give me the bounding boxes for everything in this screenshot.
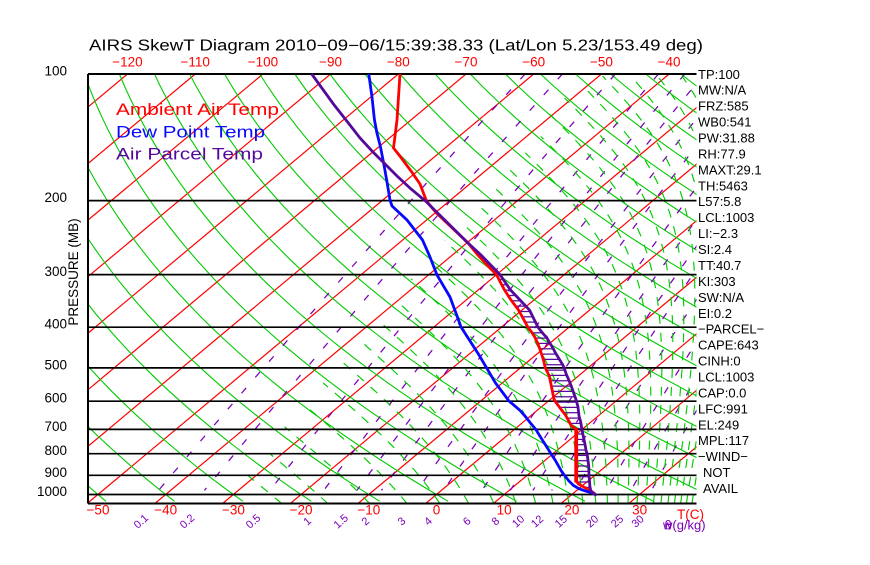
- svg-text:EL:249: EL:249: [698, 417, 739, 432]
- svg-text:−120: −120: [112, 55, 142, 70]
- svg-text:400: 400: [44, 317, 67, 332]
- svg-text:MAXT:29.1: MAXT:29.1: [698, 162, 762, 177]
- svg-text:LCL:1003: LCL:1003: [698, 210, 754, 225]
- svg-text:100: 100: [44, 64, 67, 79]
- svg-text:SW:N/A: SW:N/A: [698, 290, 744, 305]
- svg-text:−50: −50: [590, 55, 613, 70]
- svg-text:−20: −20: [290, 503, 313, 518]
- svg-text:LI:−2.3: LI:−2.3: [698, 226, 738, 241]
- svg-text:600: 600: [44, 391, 67, 406]
- svg-text:−90: −90: [319, 55, 342, 70]
- svg-text:CINH:0: CINH:0: [698, 354, 741, 369]
- svg-text:FRZ:585: FRZ:585: [698, 99, 749, 114]
- svg-text:w(g/kg): w(g/kg): [662, 518, 706, 533]
- svg-text:AIRS SkewT Diagram 2010−09−06/: AIRS SkewT Diagram 2010−09−06/15:39:38.3…: [89, 38, 703, 55]
- svg-text:Ambient Air Temp: Ambient Air Temp: [116, 100, 279, 119]
- svg-text:KI:303: KI:303: [698, 274, 736, 289]
- svg-text:PW:31.88: PW:31.88: [698, 131, 755, 146]
- svg-text:−10: −10: [357, 503, 380, 518]
- svg-text:PRESSURE (MB): PRESSURE (MB): [66, 218, 81, 325]
- svg-text:500: 500: [44, 357, 67, 372]
- svg-text:300: 300: [44, 264, 67, 279]
- svg-text:200: 200: [44, 190, 67, 205]
- svg-text:L57:5.8: L57:5.8: [698, 194, 741, 209]
- svg-text:TP:100: TP:100: [698, 67, 740, 82]
- svg-text:1000: 1000: [37, 484, 67, 499]
- svg-text:−PARCEL−: −PARCEL−: [698, 322, 764, 337]
- svg-text:−50: −50: [87, 503, 110, 518]
- svg-text:CAP:0.0: CAP:0.0: [698, 385, 746, 400]
- svg-text:LCL:1003: LCL:1003: [698, 370, 754, 385]
- svg-text:RH:77.9: RH:77.9: [698, 147, 746, 162]
- svg-text:LFC:991: LFC:991: [698, 401, 748, 416]
- svg-text:TH:5463: TH:5463: [698, 178, 748, 193]
- svg-text:900: 900: [44, 465, 67, 480]
- svg-text:T(C): T(C): [677, 507, 704, 522]
- svg-text:−WIND−: −WIND−: [698, 449, 748, 464]
- svg-text:−80: −80: [387, 55, 410, 70]
- svg-text:30: 30: [632, 503, 647, 518]
- svg-text:MPL:117: MPL:117: [698, 433, 749, 448]
- svg-text:−40: −40: [658, 55, 681, 70]
- svg-text:AVAIL: AVAIL: [703, 481, 738, 496]
- svg-text:EI:0.2: EI:0.2: [698, 306, 732, 321]
- svg-text:0: 0: [433, 503, 441, 518]
- svg-text:700: 700: [44, 419, 67, 434]
- svg-text:θ: θ: [665, 518, 672, 533]
- svg-text:WB0:541: WB0:541: [698, 115, 751, 130]
- svg-text:−30: −30: [222, 503, 245, 518]
- svg-text:−60: −60: [522, 55, 545, 70]
- svg-text:−110: −110: [180, 55, 209, 70]
- svg-text:CAPE:643: CAPE:643: [698, 338, 759, 353]
- svg-text:Dew Point Temp: Dew Point Temp: [116, 123, 265, 142]
- svg-text:20: 20: [564, 503, 579, 518]
- svg-text:−40: −40: [154, 503, 177, 518]
- svg-text:800: 800: [44, 443, 67, 458]
- svg-text:TT:40.7: TT:40.7: [698, 258, 741, 273]
- svg-text:−100: −100: [248, 55, 278, 70]
- svg-text:SI:2.4: SI:2.4: [698, 242, 732, 257]
- svg-text:Air Parcel Temp: Air Parcel Temp: [116, 145, 263, 164]
- svg-text:10: 10: [497, 503, 512, 518]
- svg-text:MW:N/A: MW:N/A: [698, 83, 746, 98]
- svg-text:−70: −70: [455, 55, 478, 70]
- svg-text:NOT: NOT: [703, 465, 731, 480]
